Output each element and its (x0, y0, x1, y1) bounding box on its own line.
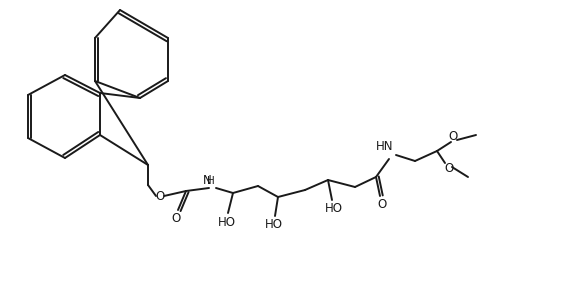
Text: HO: HO (325, 202, 343, 215)
Text: H: H (207, 176, 215, 186)
Text: HN: HN (376, 141, 394, 154)
Text: N: N (203, 175, 211, 188)
Text: O: O (378, 198, 386, 211)
Text: HO: HO (265, 218, 283, 231)
Text: O: O (155, 189, 164, 202)
Text: HO: HO (218, 215, 236, 228)
Text: O: O (449, 131, 458, 144)
Text: O: O (444, 161, 454, 175)
Text: O: O (171, 212, 181, 225)
